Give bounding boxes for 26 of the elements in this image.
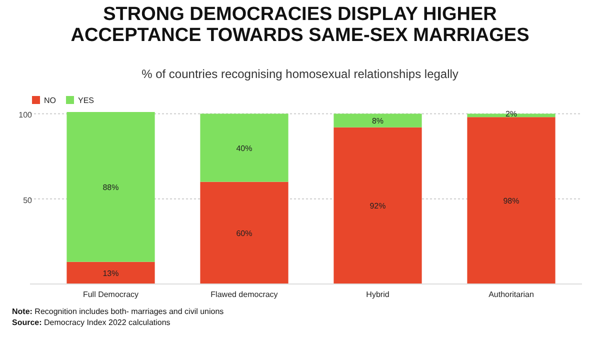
- y-tick-label: 50: [23, 196, 33, 205]
- x-tick-label: Full Democracy: [82, 290, 139, 299]
- legend-label: YES: [78, 96, 94, 105]
- source-note: Source: Democracy Index 2022 calculations: [12, 318, 170, 327]
- x-tick-label: Authoritarian: [488, 290, 534, 299]
- x-tick-label: Flawed democracy: [210, 290, 278, 299]
- bar: [200, 182, 288, 284]
- bar: [66, 112, 155, 262]
- data-label: 8%: [372, 116, 384, 126]
- bar: [334, 114, 422, 128]
- data-label: 88%: [102, 182, 119, 192]
- data-label: 40%: [236, 144, 252, 153]
- y-tick-label: 100: [18, 110, 33, 120]
- bar: [200, 114, 288, 182]
- data-label: 13%: [102, 268, 119, 278]
- x-tick-label: Hybrid: [366, 290, 390, 299]
- bar: [467, 117, 556, 284]
- chart-title: STRONG DEMOCRACIES DISPLAY HIGHER ACCEPTANCE TOWARDS SAME-SEX MARRIAGES: [70, 4, 530, 46]
- data-label: 92%: [370, 202, 386, 211]
- bar: [66, 262, 155, 284]
- bar: [334, 127, 422, 284]
- data-label: 60%: [236, 228, 252, 238]
- text: Note: Recognition includes both- marriages and civil unions: [12, 307, 224, 316]
- legend-label: NO: [44, 96, 56, 105]
- data-label: 98%: [503, 196, 520, 206]
- chart-subtitle: % of countries recognising homosexual relationships legally: [142, 67, 458, 81]
